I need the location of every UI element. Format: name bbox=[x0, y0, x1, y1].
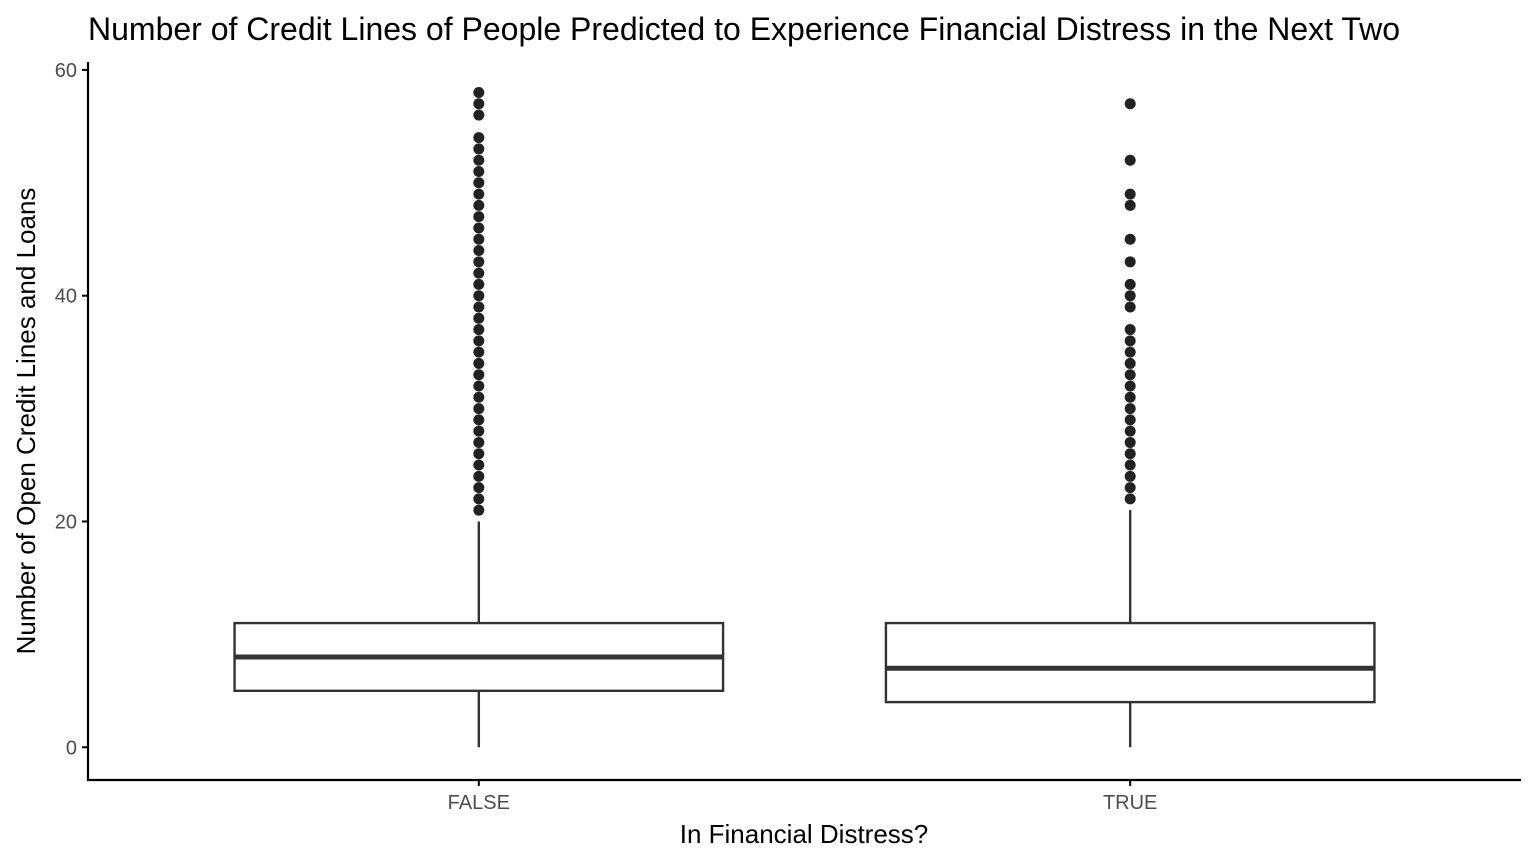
outlier-point bbox=[1124, 448, 1136, 460]
outlier-point bbox=[473, 346, 485, 358]
y-tick-label: 60 bbox=[55, 60, 77, 82]
outlier-point bbox=[1124, 470, 1136, 482]
outlier-point bbox=[1124, 459, 1136, 471]
outlier-point bbox=[1124, 493, 1136, 505]
box-group-true bbox=[884, 98, 1376, 748]
outlier-point bbox=[473, 233, 485, 245]
outlier-point bbox=[473, 188, 485, 200]
y-axis-ticks: 0 20 40 60 bbox=[55, 60, 88, 759]
outlier-point bbox=[1124, 290, 1136, 302]
outlier-point bbox=[1124, 436, 1136, 448]
outlier-point bbox=[1124, 482, 1136, 494]
outlier-point bbox=[473, 312, 485, 324]
outlier-point bbox=[1124, 324, 1136, 336]
outlier-point bbox=[1124, 301, 1136, 313]
outlier-point bbox=[473, 369, 485, 381]
outlier-point bbox=[473, 335, 485, 347]
outlier-point bbox=[473, 290, 485, 302]
outlier-point bbox=[1124, 380, 1136, 392]
box-group-false bbox=[233, 86, 725, 748]
outlier-point bbox=[473, 504, 485, 516]
outlier-point bbox=[473, 86, 485, 98]
x-axis-title: In Financial Distress? bbox=[680, 819, 929, 849]
outlier-point bbox=[473, 98, 485, 110]
outlier-point bbox=[473, 425, 485, 437]
outlier-point bbox=[1124, 403, 1136, 415]
outlier-point bbox=[473, 380, 485, 392]
outlier-point bbox=[473, 256, 485, 268]
chart-title: Number of Credit Lines of People Predict… bbox=[88, 11, 1400, 47]
y-tick-label: 0 bbox=[66, 737, 77, 759]
y-tick-label: 20 bbox=[55, 511, 77, 533]
outlier-point bbox=[473, 267, 485, 279]
outlier-point bbox=[473, 177, 485, 189]
outlier-point bbox=[473, 436, 485, 448]
y-tick-label: 40 bbox=[55, 286, 77, 308]
outlier-point bbox=[473, 357, 485, 369]
box-true bbox=[884, 621, 1376, 704]
outlier-point bbox=[1124, 414, 1136, 426]
outlier-point bbox=[473, 154, 485, 166]
outlier-point bbox=[473, 211, 485, 223]
outlier-point bbox=[1124, 188, 1136, 200]
outlier-point bbox=[1124, 425, 1136, 437]
outlier-point bbox=[1124, 154, 1136, 166]
outlier-point bbox=[473, 459, 485, 471]
outlier-point bbox=[473, 166, 485, 178]
outlier-point bbox=[473, 199, 485, 211]
outlier-point bbox=[473, 324, 485, 336]
outlier-point bbox=[473, 132, 485, 144]
plot-area bbox=[233, 86, 1376, 748]
x-axis-ticks: FALSE TRUE bbox=[448, 780, 1157, 814]
outlier-point bbox=[1124, 391, 1136, 403]
y-axis-title: Number of Open Credit Lines and Loans bbox=[11, 188, 41, 655]
outlier-point bbox=[473, 143, 485, 155]
outlier-point bbox=[473, 109, 485, 121]
outlier-point bbox=[473, 493, 485, 505]
outlier-point bbox=[1124, 98, 1136, 110]
outlier-point bbox=[473, 403, 485, 415]
outlier-point bbox=[1124, 357, 1136, 369]
outlier-point bbox=[473, 278, 485, 290]
outlier-point bbox=[473, 448, 485, 460]
outlier-point bbox=[1124, 346, 1136, 358]
outlier-point bbox=[473, 245, 485, 257]
outlier-point bbox=[1124, 335, 1136, 347]
outlier-point bbox=[1124, 256, 1136, 268]
outlier-point bbox=[1124, 233, 1136, 245]
outlier-point bbox=[473, 391, 485, 403]
outlier-point bbox=[473, 414, 485, 426]
outlier-point bbox=[473, 222, 485, 234]
outlier-point bbox=[473, 482, 485, 494]
x-tick-label: FALSE bbox=[448, 792, 510, 814]
x-tick-label: TRUE bbox=[1103, 792, 1157, 814]
outlier-point bbox=[1124, 278, 1136, 290]
outlier-point bbox=[473, 301, 485, 313]
outlier-point bbox=[473, 470, 485, 482]
outlier-point bbox=[1124, 199, 1136, 211]
outlier-point bbox=[1124, 369, 1136, 381]
